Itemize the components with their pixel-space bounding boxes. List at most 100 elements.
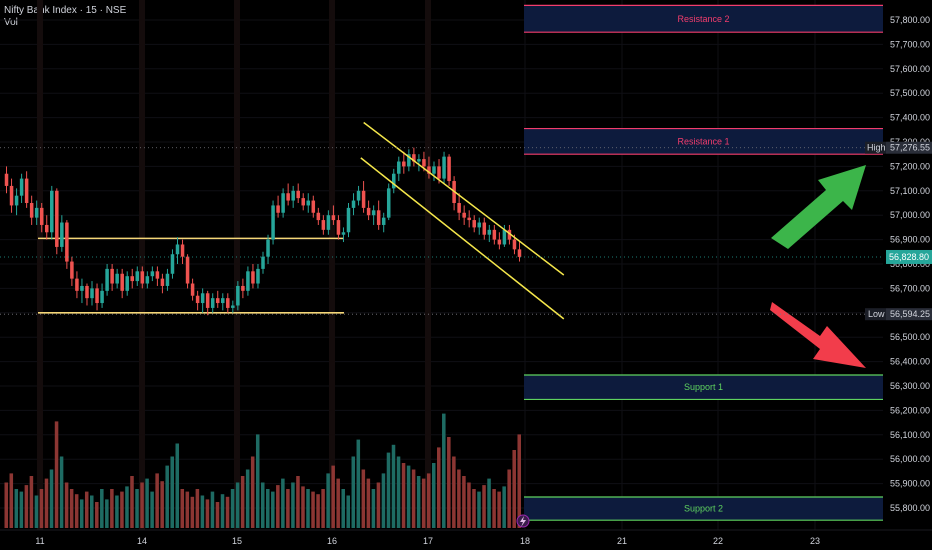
y-tick-label: 57,200.00 bbox=[890, 161, 930, 171]
zone-label: Resistance 1 bbox=[677, 136, 729, 146]
volume-bar bbox=[291, 482, 295, 528]
candle-body bbox=[412, 154, 416, 162]
volume-bar bbox=[462, 476, 466, 528]
candle-body bbox=[236, 285, 240, 306]
range-lines bbox=[38, 237, 344, 314]
volume-bar bbox=[255, 434, 260, 528]
candle-body bbox=[256, 268, 260, 284]
volume-bar bbox=[416, 476, 421, 528]
volume-bar bbox=[286, 489, 290, 528]
candle-body bbox=[321, 220, 326, 230]
last-price-box bbox=[886, 249, 932, 264]
channel-line bbox=[360, 157, 565, 320]
volume-bar bbox=[271, 491, 275, 528]
volume-bar bbox=[401, 463, 406, 528]
volume-bar bbox=[49, 469, 54, 528]
price-axis: 57,800.00 57,700.00 57,600.00 57,500.00 57,4… bbox=[890, 15, 930, 513]
misc-layer bbox=[516, 514, 530, 528]
volume-bar bbox=[361, 469, 366, 528]
volume-bar bbox=[472, 489, 476, 528]
volume-bar bbox=[215, 502, 220, 528]
candle-body bbox=[437, 166, 441, 179]
volume-bar bbox=[391, 444, 396, 528]
volume-bar bbox=[326, 473, 330, 528]
candle-body bbox=[19, 178, 24, 196]
volume-layer bbox=[4, 413, 521, 528]
volume-bar bbox=[220, 494, 225, 528]
candle-body bbox=[482, 222, 487, 235]
y-tick-label: 57,000.00 bbox=[890, 210, 930, 220]
candle-body bbox=[150, 271, 155, 277]
volume-bar bbox=[79, 499, 84, 528]
volume-bar bbox=[205, 499, 210, 528]
candle-body bbox=[145, 276, 150, 284]
candle-body bbox=[180, 244, 185, 257]
candle-body bbox=[507, 229, 512, 240]
candle-body bbox=[105, 268, 109, 291]
volume-bar bbox=[155, 473, 159, 528]
candle-body bbox=[185, 256, 190, 284]
candle-body bbox=[215, 298, 220, 304]
candle-body bbox=[39, 207, 44, 225]
candle-body bbox=[517, 249, 522, 257]
volume-bar bbox=[135, 489, 139, 528]
volume-bar bbox=[150, 491, 154, 528]
volume-bar bbox=[341, 489, 345, 528]
last-price: 56,828.80 bbox=[889, 252, 929, 262]
candle-body bbox=[175, 244, 180, 255]
candle-body bbox=[336, 220, 341, 235]
volume-bar bbox=[301, 486, 305, 528]
y-tick-label: 57,400.00 bbox=[890, 113, 930, 123]
volume-bar bbox=[225, 496, 230, 528]
volume-bar bbox=[371, 489, 376, 528]
candle-body bbox=[266, 239, 270, 257]
candle-body bbox=[241, 285, 245, 291]
volume-bar bbox=[331, 465, 335, 528]
zone-box bbox=[524, 375, 883, 400]
y-tick-label: 56,400.00 bbox=[890, 357, 930, 367]
candle-body bbox=[371, 210, 376, 216]
candle-body bbox=[24, 178, 29, 203]
candle-body bbox=[316, 212, 321, 221]
candle-body bbox=[95, 288, 99, 304]
zone-label: Support 2 bbox=[684, 504, 723, 514]
candle-body bbox=[427, 166, 431, 174]
volume-bar bbox=[517, 434, 521, 528]
x-tick-label: 18 bbox=[520, 536, 530, 546]
volume-bar bbox=[130, 476, 134, 528]
y-tick-label: 56,200.00 bbox=[890, 405, 930, 415]
volume-bar bbox=[110, 489, 114, 528]
candle-body bbox=[160, 278, 165, 286]
candle-body bbox=[361, 190, 366, 208]
candle-body bbox=[477, 222, 482, 228]
low-label-box bbox=[865, 308, 886, 321]
volume-bar bbox=[74, 494, 79, 528]
volume-bar bbox=[14, 489, 19, 528]
candle-body bbox=[226, 298, 230, 308]
candle-body bbox=[110, 268, 114, 284]
candle-body bbox=[221, 298, 225, 304]
candle-body bbox=[9, 185, 14, 206]
volume-bar bbox=[316, 494, 320, 528]
volume-bar bbox=[185, 491, 190, 528]
volume-bar bbox=[170, 456, 174, 528]
volume-bar bbox=[39, 489, 44, 528]
volume-bar bbox=[190, 496, 195, 528]
volume-bar bbox=[447, 437, 451, 528]
volume-bar bbox=[467, 482, 471, 528]
candle-body bbox=[210, 298, 215, 308]
candle-body bbox=[376, 210, 381, 225]
candle-body bbox=[190, 283, 195, 296]
volume-bar bbox=[356, 439, 361, 528]
volume-label: Vol bbox=[4, 17, 18, 28]
candle-body bbox=[512, 239, 517, 250]
candle-body bbox=[356, 190, 361, 201]
volume-bar bbox=[477, 491, 481, 528]
zone-label: Support 1 bbox=[684, 382, 723, 392]
volume-bar bbox=[426, 473, 431, 528]
volume-bar bbox=[29, 476, 34, 528]
candle-body bbox=[14, 195, 19, 206]
high-label-box bbox=[865, 141, 886, 154]
candle-body bbox=[366, 207, 371, 216]
